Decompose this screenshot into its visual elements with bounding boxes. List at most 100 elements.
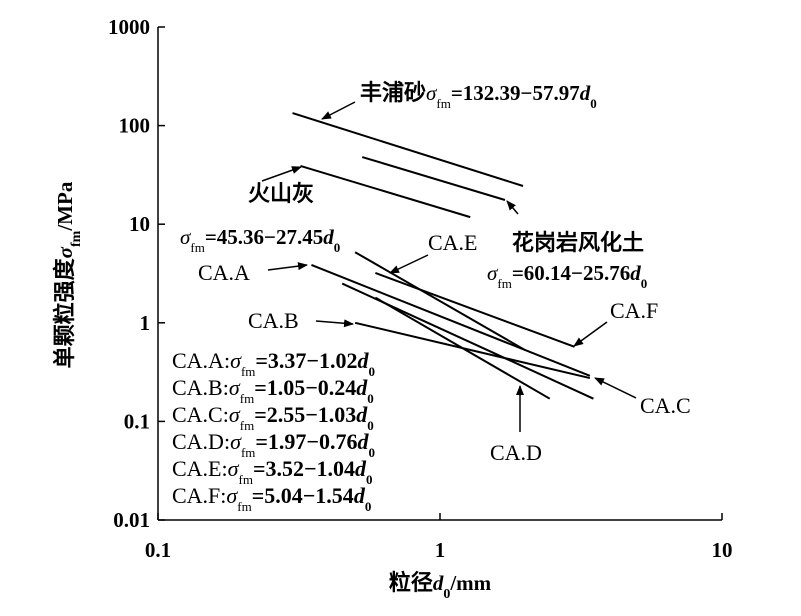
legend-separator: : bbox=[224, 429, 230, 454]
legend-name: CA.E bbox=[172, 456, 222, 481]
arrow bbox=[261, 166, 302, 182]
series-label: CA.B bbox=[248, 308, 299, 333]
series-formula: σfm=45.36−27.45d0 bbox=[180, 225, 340, 255]
formula-var: d bbox=[355, 456, 367, 481]
y-tick-label: 10 bbox=[129, 212, 150, 236]
series-line bbox=[311, 264, 591, 377]
legend-entry: CA.E:σfm=3.52−1.04d0 bbox=[172, 456, 373, 487]
arrow bbox=[573, 321, 608, 347]
series-name: 花岗岩风化土 bbox=[512, 230, 644, 256]
legend-formula: σfm=2.55−1.03d0 bbox=[229, 402, 374, 433]
legend-name: CA.D bbox=[172, 429, 224, 454]
axis-title-unit: /MPa bbox=[53, 181, 77, 231]
axis-title: 单颗粒强度σfm/MPa bbox=[52, 181, 84, 368]
formula-expr: =45.36−27.45 bbox=[205, 225, 323, 249]
y-tick-label: 0.01 bbox=[113, 508, 150, 532]
formula-expr: =2.55−1.03 bbox=[254, 402, 356, 427]
legend-formula: σfm=3.52−1.04d0 bbox=[228, 456, 373, 487]
formula-expr: =3.37−1.02 bbox=[255, 348, 357, 373]
formula-var-sub: 0 bbox=[366, 472, 373, 487]
x-tick-label: 0.1 bbox=[145, 538, 171, 562]
formula-var-sub: 0 bbox=[367, 418, 374, 433]
y-tick-label: 1000 bbox=[108, 15, 150, 39]
legend-formula: σfm=1.97−0.76d0 bbox=[230, 429, 375, 460]
legend-entry: CA.B:σfm=1.05−0.24d0 bbox=[172, 375, 374, 406]
legend-entry: CA.F:σfm=5.04−1.54d0 bbox=[172, 483, 371, 514]
axis-title-symbol: d bbox=[433, 571, 444, 595]
formula-sub: fm bbox=[238, 472, 252, 487]
formula-var-sub: 0 bbox=[365, 499, 372, 514]
series-name: 火山灰 bbox=[248, 181, 314, 207]
legend-separator: : bbox=[224, 348, 230, 373]
series-line bbox=[361, 156, 506, 201]
formula-sub: fm bbox=[241, 445, 255, 460]
formula-expr: =5.04−1.54 bbox=[252, 483, 354, 508]
series-line bbox=[375, 272, 575, 348]
series-name: CA.B bbox=[248, 308, 299, 333]
formula-var-sub: 0 bbox=[368, 445, 375, 460]
series-label: 火山灰 bbox=[248, 181, 314, 207]
legend-formula: σfm=5.04−1.54d0 bbox=[226, 483, 371, 514]
legend-entry: CA.A:σfm=3.37−1.02d0 bbox=[172, 348, 375, 379]
series-name: 丰浦砂 bbox=[360, 80, 426, 106]
formula-expr: =1.05−0.24 bbox=[254, 375, 356, 400]
axis-title: 粒径d0/mm bbox=[389, 570, 492, 602]
formula-var-sub: 0 bbox=[590, 96, 597, 111]
formula-expr: =60.14−25.76 bbox=[512, 261, 630, 285]
formula-symbol: σ bbox=[230, 348, 242, 373]
legend-separator: : bbox=[223, 402, 229, 427]
series-name: CA.E bbox=[428, 230, 478, 255]
series-name: CA.C bbox=[640, 393, 691, 418]
formula-expr: =1.97−0.76 bbox=[255, 429, 357, 454]
axis-title-unit: /mm bbox=[449, 571, 491, 595]
legend-entry: CA.C:σfm=2.55−1.03d0 bbox=[172, 402, 374, 433]
legend-formula: σfm=3.37−1.02d0 bbox=[230, 348, 375, 379]
legend-entry: CA.D:σfm=1.97−0.76d0 bbox=[172, 429, 375, 460]
series-label: CA.E bbox=[428, 230, 478, 255]
formula-symbol: σ bbox=[180, 225, 192, 249]
formula-var: d bbox=[580, 81, 591, 105]
arrow bbox=[321, 101, 356, 120]
arrow bbox=[594, 377, 637, 399]
series-name: CA.D bbox=[490, 440, 542, 465]
legend-separator: : bbox=[222, 456, 228, 481]
arrow bbox=[315, 319, 354, 328]
series-line bbox=[354, 251, 526, 351]
formula-sub: fm bbox=[240, 418, 254, 433]
series-line bbox=[300, 164, 471, 219]
formula-var-sub: 0 bbox=[368, 364, 375, 379]
arrow bbox=[506, 200, 519, 215]
legend-name: CA.C bbox=[172, 402, 223, 427]
arrow bbox=[267, 262, 308, 271]
formula-var: d bbox=[356, 375, 368, 400]
legend-separator: : bbox=[220, 483, 226, 508]
series-label: 丰浦砂σfm=132.39−57.97d0 bbox=[360, 80, 597, 111]
y-tick-label: 0.1 bbox=[124, 409, 150, 433]
formula-sub: fm bbox=[436, 96, 450, 111]
formula-symbol: σ bbox=[226, 483, 238, 508]
series-label: CA.F bbox=[610, 298, 658, 323]
arrow bbox=[389, 254, 429, 274]
formula-symbol: σ bbox=[426, 81, 438, 105]
y-tick-label: 1 bbox=[140, 311, 151, 335]
series-line bbox=[354, 321, 591, 380]
series-line bbox=[374, 296, 551, 400]
formula-sub: fm bbox=[240, 391, 254, 406]
formula-var: d bbox=[356, 402, 368, 427]
axis-title-text: 单颗粒强度 bbox=[52, 257, 78, 368]
formula-var: d bbox=[323, 225, 334, 249]
legend-name: CA.F bbox=[172, 483, 220, 508]
x-tick-label: 1 bbox=[435, 538, 446, 562]
formula-sub: fm bbox=[241, 364, 255, 379]
legend-formula: σfm=1.05−0.24d0 bbox=[229, 375, 374, 406]
formula-sub: fm bbox=[237, 499, 251, 514]
formula-symbol: σ bbox=[229, 402, 241, 427]
formula-expr: =3.52−1.04 bbox=[253, 456, 355, 481]
formula-symbol: σ bbox=[228, 456, 240, 481]
legend-name: CA.B bbox=[172, 375, 223, 400]
formula-symbol: σ bbox=[230, 429, 242, 454]
series-label: 花岗岩风化土 bbox=[512, 230, 644, 256]
legend-name: CA.A bbox=[172, 348, 224, 373]
series-name: CA.F bbox=[610, 298, 658, 323]
